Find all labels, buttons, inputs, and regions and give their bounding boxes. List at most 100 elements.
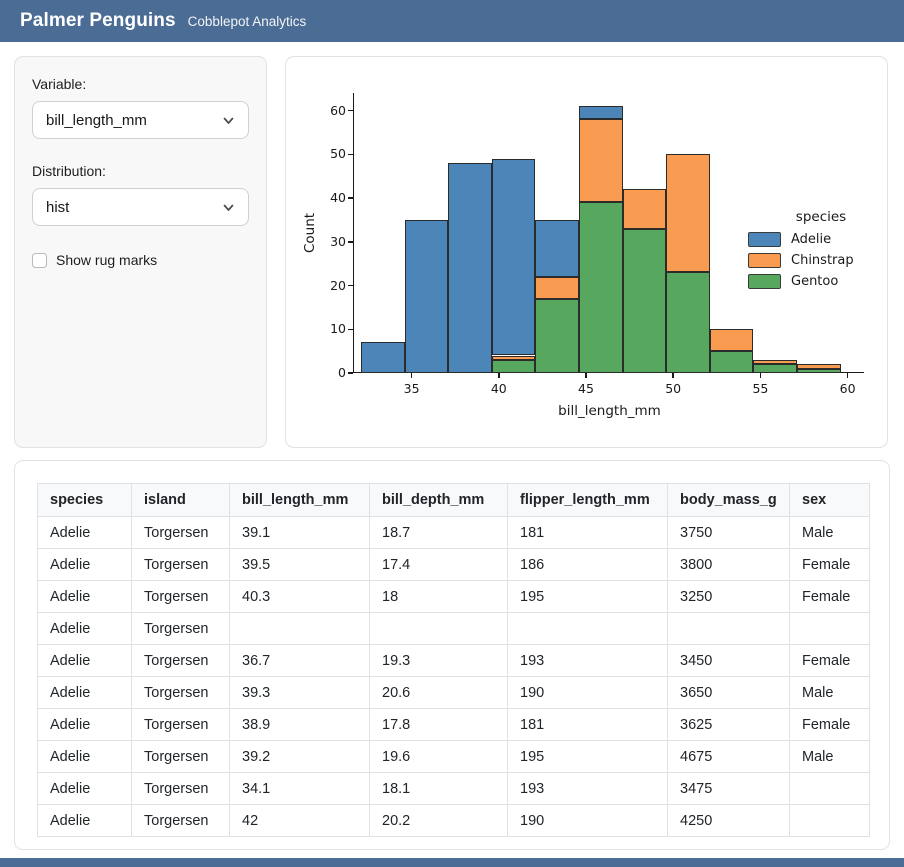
- distribution-label: Distribution:: [32, 163, 106, 179]
- table-cell: 3750: [667, 516, 790, 549]
- x-tick-label: 55: [752, 381, 769, 396]
- table-cell: Torgersen: [131, 612, 230, 645]
- table-cell: Torgersen: [131, 516, 230, 549]
- chevron-down-icon: [223, 204, 234, 211]
- histogram-bar-segment: [448, 163, 492, 373]
- table-cell: Torgersen: [131, 740, 230, 773]
- histogram-bar-segment: [753, 364, 797, 374]
- x-axis-label: bill_length_mm: [558, 403, 661, 419]
- table-cell: 20.2: [369, 804, 508, 837]
- rug-marks-label: Show rug marks: [56, 252, 158, 268]
- y-tick-label: 30: [330, 233, 346, 249]
- histogram-bar-segment: [579, 119, 623, 203]
- histogram-bar-segment: [535, 276, 579, 299]
- variable-label: Variable:: [32, 76, 87, 92]
- table-cell: Adelie: [37, 548, 132, 581]
- histogram-bar-segment: [753, 359, 797, 365]
- legend-swatch-icon: [748, 232, 781, 247]
- histogram-bar-segment: [709, 329, 754, 352]
- table-row: Adelie Torgersen 34.1 18.1 193 3475: [37, 772, 870, 805]
- table-cell: 18: [369, 580, 508, 613]
- histogram-plot: 35 40 45 50 55 60 0 10 20 30 40 50 60 bill_length_mm C…: [302, 93, 864, 419]
- checkbox-box[interactable]: [32, 252, 47, 268]
- histogram-bar-segment: [579, 106, 623, 120]
- column-header: bill_length_mm: [229, 483, 370, 517]
- histogram-bar-segment: [666, 154, 710, 273]
- table-cell: 3800: [667, 548, 790, 581]
- y-tick-label: 50: [330, 146, 346, 162]
- histogram-bar-segment: [361, 342, 405, 373]
- histogram-bar-segment: [535, 298, 579, 373]
- y-tick-mark: [347, 328, 353, 330]
- table-cell: 3450: [667, 644, 790, 677]
- table-cell: Female: [789, 580, 870, 613]
- table-cell: 17.4: [369, 548, 508, 581]
- table-row: Adelie Torgersen 39.2 19.6 195 4675 Male: [37, 740, 870, 773]
- x-tick-mark: [498, 373, 500, 378]
- table-cell: 36.7: [229, 644, 370, 677]
- column-header: body_mass_g: [667, 483, 790, 517]
- table-cell: 195: [507, 580, 668, 613]
- legend-swatch-icon: [748, 274, 781, 289]
- table-row: Adelie Torgersen 36.7 19.3 193 3450 Female: [37, 644, 870, 677]
- x-tick-label: 35: [403, 381, 420, 396]
- table-cell: 39.1: [229, 516, 370, 549]
- table-cell: Adelie: [37, 740, 132, 773]
- histogram-bar-segment: [709, 351, 754, 373]
- table-cell: Torgersen: [131, 804, 230, 837]
- table-cell: 190: [507, 804, 668, 837]
- column-header: bill_depth_mm: [369, 483, 508, 517]
- variable-select[interactable]: bill_length_mm: [32, 101, 249, 139]
- x-tick-mark: [759, 373, 762, 378]
- distribution-select[interactable]: hist: [32, 188, 249, 226]
- table-cell: 42: [229, 804, 370, 837]
- legend-label: Adelie: [791, 232, 832, 247]
- table-cell: Female: [789, 548, 870, 581]
- table-cell: Male: [789, 676, 870, 709]
- y-tick-mark: [347, 241, 353, 243]
- table-cell: 19.3: [369, 644, 508, 677]
- y-tick-label: 10: [330, 321, 346, 337]
- column-header: island: [131, 483, 230, 517]
- table-cell: Adelie: [37, 644, 132, 677]
- y-tick-label: 40: [330, 190, 346, 205]
- histogram-bar-segment: [491, 359, 536, 373]
- table-cell: 39.3: [229, 676, 370, 709]
- x-tick-mark: [672, 373, 674, 378]
- chart-card: 35 40 45 50 55 60 0 10 20 30 40 50 60 bill_length_mm C…: [285, 56, 888, 448]
- rug-marks-checkbox[interactable]: Show rug marks: [32, 252, 249, 268]
- app-subtitle: Cobblepot Analytics: [187, 14, 307, 29]
- legend-entry: Adelie: [748, 232, 894, 247]
- table-cell: 39.2: [229, 740, 370, 773]
- table-header-row: species island bill_length_mm bill_depth_mm…: [37, 483, 870, 517]
- x-tick-label: 60: [839, 381, 856, 396]
- table-cell: Torgersen: [131, 772, 230, 805]
- chevron-down-icon: [223, 117, 234, 124]
- table-cell: Adelie: [37, 804, 132, 837]
- table-cell: 20.6: [369, 676, 508, 709]
- distribution-select-value: hist: [46, 198, 70, 216]
- x-tick-mark: [846, 373, 849, 378]
- app-title: Palmer Penguins: [20, 10, 176, 31]
- histogram-bar-segment: [797, 368, 841, 373]
- table-cell: 3475: [667, 772, 790, 805]
- x-tick-label: 40: [490, 381, 507, 396]
- histogram-bar-segment: [535, 219, 579, 277]
- legend-swatch-icon: [748, 253, 781, 268]
- table-cell: Adelie: [37, 612, 132, 645]
- table-row: Adelie Torgersen: [37, 612, 870, 645]
- histogram-bar-segment: [579, 202, 623, 373]
- table-cell: Adelie: [37, 708, 132, 741]
- table-cell: 193: [507, 644, 668, 677]
- data-table: species island bill_length_mm bill_depth_mm…: [37, 483, 870, 837]
- histogram-bar-segment: [666, 272, 710, 373]
- table-cell: 195: [507, 740, 668, 773]
- table-cell: 4675: [667, 740, 790, 773]
- table-cell: 3650: [667, 676, 790, 709]
- table-cell: Torgersen: [131, 580, 230, 613]
- table-cell: Torgersen: [131, 644, 230, 677]
- table-cell: Male: [789, 516, 870, 549]
- table-cell: [789, 612, 870, 645]
- table-cell: 181: [507, 708, 668, 741]
- table-row: Adelie Torgersen 42 20.2 190 4250: [37, 804, 870, 837]
